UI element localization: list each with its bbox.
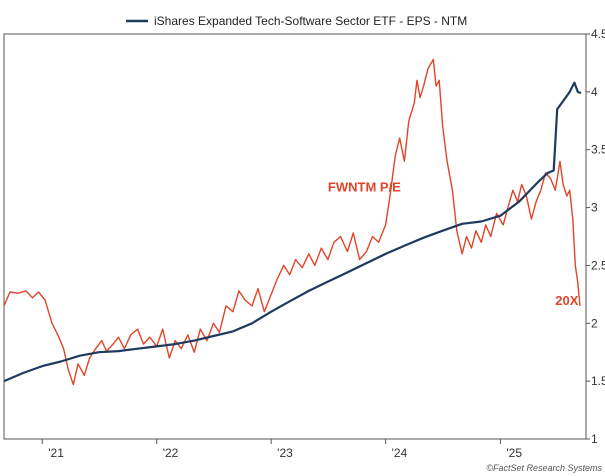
y-tick-label: 2.5 xyxy=(591,258,605,272)
y-tick-label: 1.5 xyxy=(591,374,605,388)
series-layer xyxy=(3,58,582,386)
y-tick-label: 3.5 xyxy=(591,143,605,157)
annotation-layer: FWNTM P/E 20X xyxy=(328,179,579,307)
x-tick-label: '22 xyxy=(163,446,179,460)
series-line-eps-ntm xyxy=(3,81,582,383)
y-tick-label: 4.5 xyxy=(591,27,605,41)
x-tick-label: '21 xyxy=(48,446,64,460)
series-line-fwntm-pe xyxy=(3,58,581,386)
legend: iShares Expanded Tech-Software Sector ET… xyxy=(126,14,467,28)
legend-label: iShares Expanded Tech-Software Sector ET… xyxy=(154,14,467,28)
x-tick-label: '25 xyxy=(506,446,522,460)
annotation-label: FWNTM P/E xyxy=(328,179,401,194)
y-tick-label: 4 xyxy=(591,85,598,99)
x-tick-label: '23 xyxy=(277,446,293,460)
plot-frame xyxy=(3,33,587,440)
y-tick-label: 1 xyxy=(591,432,598,446)
y-tick-label: 3 xyxy=(591,201,598,215)
y-tick-label: 2 xyxy=(591,316,598,330)
x-tick-label: '24 xyxy=(392,446,408,460)
right-axis: 1 1.5 2 2.5 3 3.5 4 4.5 xyxy=(586,27,605,446)
x-axis: '21 '22 '23 '24 '25 xyxy=(41,439,522,460)
annotation-label: 20X xyxy=(555,293,578,308)
source-note: ©FactSet Research Systems xyxy=(486,463,602,473)
